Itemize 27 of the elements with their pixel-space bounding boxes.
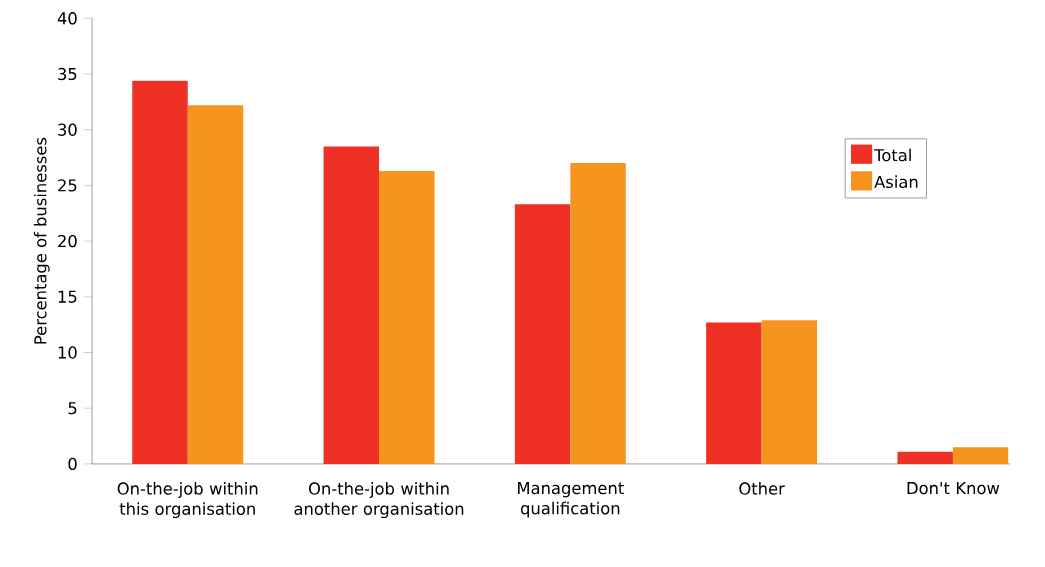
- x-tick-label: Management qualification: [518, 482, 624, 518]
- bar: [952, 447, 1009, 464]
- y-tick-label: 5: [68, 402, 77, 415]
- x-tick-label: On-the-job within this organisation: [117, 482, 258, 519]
- y-tick-label: 30: [58, 123, 77, 136]
- bar: [323, 146, 380, 464]
- bar: [761, 320, 818, 464]
- bar: [187, 105, 244, 464]
- bar: [514, 204, 571, 464]
- y-tick-label: 0: [68, 457, 77, 471]
- bar: [379, 170, 435, 464]
- x-tick-label: Other: [739, 482, 785, 495]
- y-tick-label: 10: [58, 346, 77, 359]
- y-axis-title: Percentage of businesses: [33, 137, 50, 344]
- y-tick-label: 40: [57, 12, 77, 25]
- y-tick-label: 35: [58, 67, 77, 81]
- bar: [132, 80, 188, 464]
- y-tick-label: 20: [58, 234, 77, 248]
- legend-label: Asian: [874, 175, 918, 189]
- x-tick-label: On-the-job within another organisation: [294, 482, 464, 519]
- y-tick-label: 15: [58, 290, 77, 303]
- bar: [570, 163, 626, 464]
- x-tick-label: Don't Know: [907, 482, 1000, 495]
- legend-label: Total: [874, 148, 911, 162]
- bar: [897, 451, 953, 464]
- y-tick-label: 25: [58, 179, 77, 192]
- bar: [706, 322, 762, 464]
